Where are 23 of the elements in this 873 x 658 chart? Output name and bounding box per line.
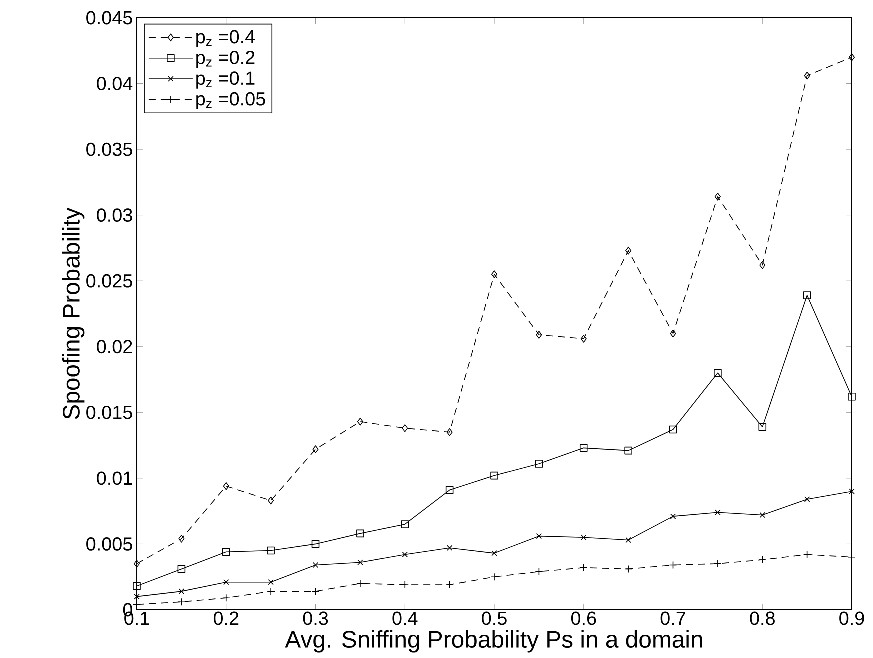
y-tick-label: 0.045 xyxy=(86,11,132,25)
y-tick-label: 0.02 xyxy=(97,340,132,354)
y-tick-label: 0.025 xyxy=(86,274,132,288)
x-tick-label: 0.2 xyxy=(214,612,239,626)
legend-label: p$_{z}$ =0.4 xyxy=(196,30,256,48)
legend-label: p$_{z}$ =0.05 xyxy=(196,92,266,110)
y-tick-label: 0.03 xyxy=(97,208,132,222)
y-tick-label: 0.01 xyxy=(97,472,132,486)
y-tick-label: 0.04 xyxy=(97,77,133,90)
legend-label: p$_{z}$ =0.2 xyxy=(196,50,255,68)
x-axis-title: Avg. Sniffing Probability Ps in a domain xyxy=(285,630,702,653)
y-tick-label: 0.015 xyxy=(86,406,132,420)
x-tick-label: 0.9 xyxy=(840,612,864,626)
x-tick-label: 0.4 xyxy=(392,612,418,626)
x-tick-label: 0.7 xyxy=(660,612,686,626)
x-tick-label: 0.6 xyxy=(571,612,596,626)
y-axis-title: Spoofing Probability xyxy=(62,208,85,420)
x-tick-label: 0.5 xyxy=(482,612,507,626)
y-tick-label: 0.035 xyxy=(86,142,132,156)
legend-label: p$_{z}$ =0.1 xyxy=(196,72,255,89)
y-tick-label: 0.005 xyxy=(86,538,132,551)
x-tick-label: 0.8 xyxy=(750,612,775,626)
x-tick-label: 0.3 xyxy=(303,612,328,626)
